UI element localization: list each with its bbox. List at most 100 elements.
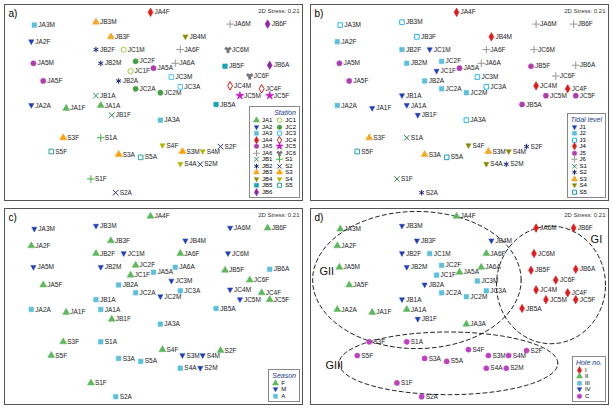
svg-text:JB1A: JB1A	[406, 92, 422, 99]
svg-text:JC2M: JC2M	[164, 89, 181, 96]
svg-text:S1A: S1A	[105, 134, 118, 141]
svg-text:JA1F: JA1F	[70, 104, 85, 111]
svg-text:JA5A: JA5A	[158, 268, 174, 275]
svg-text:JC2A: JC2A	[140, 289, 157, 296]
svg-text:JA2A: JA2A	[341, 102, 357, 109]
svg-text:S4F: S4F	[472, 346, 484, 353]
svg-text:JC5F: JC5F	[580, 92, 596, 99]
svg-text:JB2A: JB2A	[123, 281, 139, 288]
svg-text:JC2F: JC2F	[446, 57, 462, 64]
svg-text:S3M: S3M	[186, 352, 199, 359]
svg-text:JC1F: JC1F	[441, 67, 457, 74]
svg-text:JA2F: JA2F	[35, 242, 50, 249]
svg-text:JC2F: JC2F	[446, 261, 462, 268]
svg-text:JC4M: JC4M	[234, 286, 251, 293]
svg-text:JA6F: JA6F	[490, 46, 505, 53]
svg-text:S2M: S2M	[510, 160, 523, 167]
svg-text:JB3M: JB3M	[406, 222, 423, 229]
svg-text:2D Stress: 0.21: 2D Stress: 0.21	[258, 212, 300, 218]
svg-text:JA5A: JA5A	[464, 64, 480, 71]
svg-text:JB1F: JB1F	[422, 111, 437, 118]
svg-text:JB1A: JB1A	[100, 296, 116, 303]
svg-text:S4A: S4A	[490, 160, 503, 167]
svg-text:JA6M: JA6M	[540, 20, 557, 27]
svg-text:JA2A: JA2A	[35, 102, 51, 109]
svg-text:S4F: S4F	[166, 346, 178, 353]
svg-text:JA5F: JA5F	[353, 77, 368, 84]
svg-text:JC5M: JC5M	[244, 92, 261, 99]
svg-text:JA5A: JA5A	[464, 268, 480, 275]
svg-text:S2M: S2M	[204, 364, 217, 371]
svg-text:S2F: S2F	[531, 143, 543, 150]
svg-text:S4M: S4M	[513, 148, 526, 155]
svg-text:JC4M: JC4M	[540, 286, 557, 293]
svg-text:S5A: S5A	[145, 357, 158, 364]
svg-text:S1A: S1A	[105, 338, 118, 345]
svg-text:JC5M: JC5M	[550, 296, 567, 303]
svg-text:JC1M: JC1M	[128, 250, 145, 257]
svg-text:JC3M: JC3M	[481, 277, 498, 284]
svg-text:S3A: S3A	[429, 151, 442, 158]
svg-text:S3A: S3A	[429, 355, 442, 362]
svg-text:JA6F: JA6F	[490, 250, 505, 257]
svg-text:JA3A: JA3A	[470, 116, 486, 123]
svg-text:JB2A: JB2A	[429, 281, 445, 288]
svg-text:JB4M: JB4M	[189, 33, 206, 40]
svg-text:JB4M: JB4M	[495, 237, 512, 244]
svg-text:S4A: S4A	[490, 364, 503, 371]
svg-text:GIII: GIII	[325, 359, 343, 371]
svg-text:JA3M: JA3M	[38, 21, 55, 28]
svg-text:JB2M: JB2M	[105, 263, 122, 270]
svg-text:JC6M: JC6M	[232, 46, 249, 53]
svg-text:JC5F: JC5F	[274, 296, 290, 303]
svg-text:JA2A: JA2A	[35, 306, 51, 313]
svg-text:S4F: S4F	[472, 142, 484, 149]
svg-text:JB6A: JB6A	[274, 61, 290, 68]
svg-text:JC6M: JC6M	[538, 46, 555, 53]
svg-text:JC6F: JC6F	[254, 72, 270, 79]
svg-text:JC5F: JC5F	[274, 92, 290, 99]
svg-text:JC3M: JC3M	[481, 73, 498, 80]
svg-text:JB3M: JB3M	[406, 18, 423, 25]
svg-text:JA2A: JA2A	[341, 306, 357, 313]
svg-text:JA6A: JA6A	[485, 263, 501, 270]
svg-text:JA3M: JA3M	[38, 225, 55, 232]
svg-text:JC2M: JC2M	[470, 89, 487, 96]
svg-text:JB1F: JB1F	[422, 315, 437, 322]
svg-text:JA4F: JA4F	[461, 212, 476, 219]
svg-text:JB6F: JB6F	[272, 224, 287, 231]
svg-text:JB6F: JB6F	[272, 20, 287, 27]
svg-text:JC1F: JC1F	[441, 271, 457, 278]
svg-text:JB6A: JB6A	[274, 265, 290, 272]
svg-text:JC6F: JC6F	[560, 72, 576, 79]
svg-text:S1A: S1A	[411, 338, 424, 345]
svg-text:JB3M: JB3M	[100, 18, 117, 25]
svg-text:S1F: S1F	[401, 175, 413, 182]
svg-text:JB6A: JB6A	[580, 61, 596, 68]
svg-text:S3M: S3M	[492, 148, 505, 155]
svg-text:JA4F: JA4F	[461, 8, 476, 15]
svg-text:JB2F: JB2F	[406, 46, 421, 53]
svg-text:S2A: S2A	[120, 189, 133, 196]
svg-text:JC2A: JC2A	[446, 85, 463, 92]
svg-text:S3M: S3M	[492, 352, 505, 359]
svg-text:JB5A: JB5A	[526, 101, 542, 108]
svg-text:JC3A: JC3A	[490, 83, 507, 90]
svg-text:JC1F: JC1F	[135, 67, 151, 74]
svg-text:b): b)	[315, 8, 324, 19]
svg-text:JA4F: JA4F	[155, 8, 170, 15]
svg-text:JB3F: JB3F	[115, 33, 130, 40]
svg-text:JA5F: JA5F	[47, 281, 62, 288]
svg-text:JA3A: JA3A	[164, 320, 180, 327]
svg-text:JB5F: JB5F	[535, 62, 550, 69]
svg-text:JB6A: JB6A	[580, 265, 596, 272]
svg-text:S1A: S1A	[411, 134, 424, 141]
svg-text:JB5A: JB5A	[220, 101, 236, 108]
svg-text:JC4M: JC4M	[540, 82, 557, 89]
svg-text:S1F: S1F	[95, 379, 107, 386]
svg-text:S1F: S1F	[95, 175, 107, 182]
svg-text:JA5F: JA5F	[47, 77, 62, 84]
svg-text:JC2A: JC2A	[140, 85, 157, 92]
svg-text:JB4M: JB4M	[495, 33, 512, 40]
svg-text:JC2F: JC2F	[140, 261, 156, 268]
